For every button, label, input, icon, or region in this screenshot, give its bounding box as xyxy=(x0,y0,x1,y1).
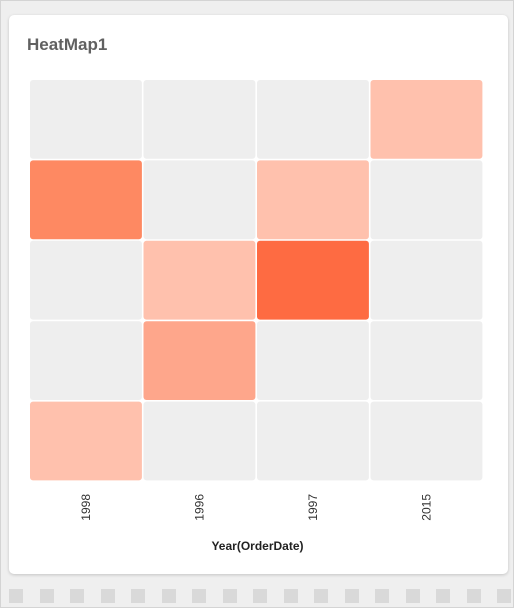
heatmap-cell-r2-c2[interactable] xyxy=(257,240,369,320)
heatmap-cell-r0-c3[interactable] xyxy=(370,80,483,159)
heatmap-cell-r2-c0 xyxy=(30,240,142,320)
pager-placeholder-square xyxy=(344,589,359,603)
heatmap-cell-r0-c0 xyxy=(30,80,142,159)
x-tick-label: 1996 xyxy=(192,494,206,521)
pager-placeholder-square xyxy=(436,589,450,603)
pager-placeholder-square xyxy=(9,589,23,603)
heatmap-cells xyxy=(30,80,483,481)
x-tick-label: 1998 xyxy=(79,494,93,521)
heatmap-cell-r4-c1 xyxy=(143,401,256,481)
heatmap-cell-r1-c1 xyxy=(143,160,256,240)
heatmap-cell-r1-c2[interactable] xyxy=(257,160,369,240)
pager-placeholder-square xyxy=(161,589,176,603)
x-axis-tick-labels: 1998 1996 1997 2015 xyxy=(79,494,434,521)
pager-placeholder-square xyxy=(283,589,298,603)
pager-placeholder-square xyxy=(253,589,267,603)
heatmap-cell-r1-c0[interactable] xyxy=(30,160,142,240)
pager-placeholder-square xyxy=(466,589,481,603)
pager-placeholder-square xyxy=(375,589,389,603)
widget-title: HeatMap1 xyxy=(27,35,108,54)
pager-placeholder-square xyxy=(100,589,115,603)
heatmap-cell-r2-c3 xyxy=(370,240,483,320)
heatmap-cell-r3-c1[interactable] xyxy=(143,321,256,400)
pager-placeholder-square xyxy=(70,589,84,603)
pager-placeholder-square xyxy=(222,589,237,603)
heatmap-cell-r0-c2 xyxy=(257,80,369,159)
heatmap-cell-r4-c3 xyxy=(370,401,483,481)
heatmap-cell-r4-c0[interactable] xyxy=(30,401,142,481)
pager-placeholder-square xyxy=(131,589,145,603)
heatmap-chart[interactable]: 1998 1996 1997 2015 Year(OrderDate) xyxy=(9,15,508,574)
pager-placeholder-square xyxy=(39,589,54,603)
pager-placeholder-square xyxy=(497,589,511,603)
heatmap-cell-r3-c0 xyxy=(30,321,142,400)
heatmap-cell-r0-c1 xyxy=(143,80,256,159)
x-tick-label: 1997 xyxy=(306,494,320,521)
heatmap-widget-card: HeatMap1 1998 1996 1997 2015 Year(OrderDate… xyxy=(9,15,508,574)
pager-strip xyxy=(1,585,513,607)
pager-placeholder-square xyxy=(192,589,206,603)
pager-placeholder-square xyxy=(405,589,420,603)
pager-placeholder-square xyxy=(314,589,328,603)
heatmap-cell-r3-c3 xyxy=(370,321,483,400)
heatmap-cell-r2-c1[interactable] xyxy=(143,240,256,320)
x-axis-label: Year(OrderDate) xyxy=(211,539,303,553)
heatmap-cell-r1-c3 xyxy=(370,160,483,240)
heatmap-cell-r4-c2 xyxy=(257,401,369,481)
heatmap-cell-r3-c2 xyxy=(257,321,369,400)
x-tick-label: 2015 xyxy=(419,494,433,521)
